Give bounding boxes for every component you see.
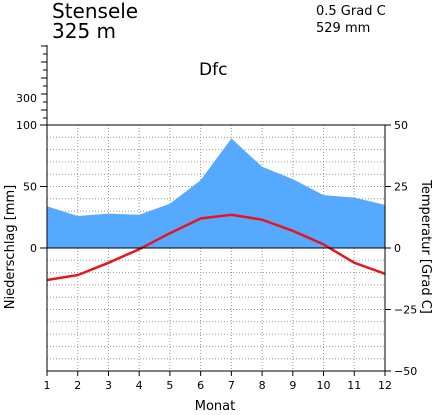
right-tick-label: 25 [394,181,408,194]
annual-precipitation: 529 mm [316,21,371,36]
left-tick-label: 0 [30,242,37,255]
right-tick-label: 0 [394,242,401,255]
axes [40,45,391,376]
x-tick-label: 9 [289,379,296,392]
left-tick-label: 300 [16,92,37,105]
station-name: Stensele [52,0,139,23]
x-tick-label: 8 [259,379,266,392]
mean-temperature: 0.5 Grad C [316,4,386,19]
x-tick-label: 5 [166,379,173,392]
right-tick-label: 50 [394,119,408,132]
x-tick-label: 12 [378,379,392,392]
x-tick-label: 7 [228,379,235,392]
left-tick-label: 50 [23,181,37,194]
temperature-line [46,213,386,282]
right-tick-label: −25 [394,304,417,317]
x-tick-label: 6 [197,379,204,392]
precipitation-area [47,138,385,248]
left-tick-label: 100 [16,119,37,132]
x-tick-label: 11 [347,379,361,392]
climate-class: Dfc [199,60,228,80]
x-tick-label: 10 [317,379,331,392]
x-axis-label: Monat [195,399,235,414]
y-axis-label-right: Temperatur [Grad C] [418,179,433,314]
y-axis-label-left: Niederschlag [mm] [3,185,18,310]
x-tick-label: 4 [136,379,143,392]
x-tick-label: 2 [74,379,81,392]
x-tick-label: 1 [44,379,51,392]
station-elevation: 325 m [52,19,117,43]
right-tick-label: −50 [394,365,417,378]
x-tick-label: 3 [105,379,112,392]
